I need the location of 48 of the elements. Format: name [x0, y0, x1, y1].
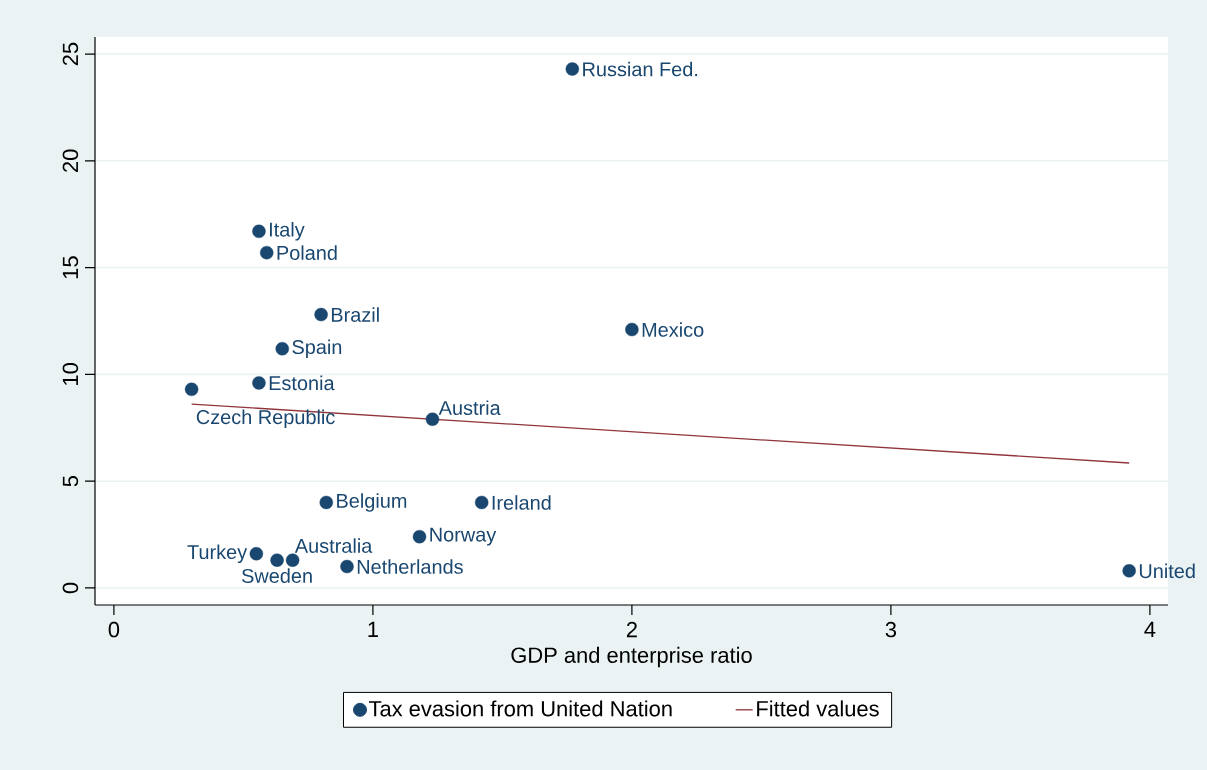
point: [1122, 564, 1136, 578]
legend-label: Fitted values: [757, 700, 879, 717]
annotation: Italy: [269, 222, 305, 241]
point: [252, 376, 266, 390]
y-tick-label: 5: [62, 475, 79, 487]
annotation: United: [1139, 563, 1195, 579]
annotation: Russian Fed.: [583, 61, 698, 77]
x-axis-title: GDP and enterprise ratio: [511, 646, 752, 668]
x-tick-label: 2: [626, 621, 637, 638]
x-tick-label: 4: [1144, 621, 1156, 637]
annotation: Netherlands: [357, 559, 463, 574]
point: [565, 62, 580, 76]
annotation: Brazil: [331, 307, 379, 322]
x-tick-label: 0: [108, 621, 120, 638]
annotation: Mexico: [642, 322, 704, 337]
annotation: Turkey: [187, 544, 248, 564]
annotation: Czech Republic: [196, 409, 335, 429]
point: [319, 495, 333, 510]
point: [625, 322, 639, 337]
point: [260, 245, 274, 260]
y-tick-label: 25: [62, 42, 79, 66]
point: [412, 529, 427, 544]
annotation: Norway: [430, 527, 497, 546]
point: [285, 553, 300, 567]
point: [252, 224, 266, 239]
annotation: Spain: [292, 339, 342, 359]
annotation: Australia: [294, 538, 373, 553]
y-tick-label: 10: [62, 363, 79, 385]
annotation: Sweden: [241, 568, 312, 583]
point: [314, 307, 328, 322]
point: [249, 547, 264, 561]
point: [474, 495, 489, 510]
point: [270, 553, 284, 567]
annotation: Poland: [277, 245, 337, 260]
x-tick-label: 1: [368, 621, 378, 637]
point: [340, 559, 354, 574]
annotation: Belgium: [337, 493, 407, 512]
point: [275, 342, 289, 356]
point: [425, 412, 440, 426]
y-tick-label: 0: [62, 582, 79, 594]
x-tick-label: 3: [885, 621, 897, 638]
y-tick-label: 20: [62, 149, 79, 172]
y-tick-label: 15: [62, 256, 79, 279]
annotation: Ireland: [492, 495, 551, 510]
annotation: Estonia: [269, 375, 335, 391]
point: [184, 382, 199, 397]
legend-label: Tax evasion from United Nation: [369, 700, 672, 717]
annotation: Austria: [438, 400, 501, 416]
